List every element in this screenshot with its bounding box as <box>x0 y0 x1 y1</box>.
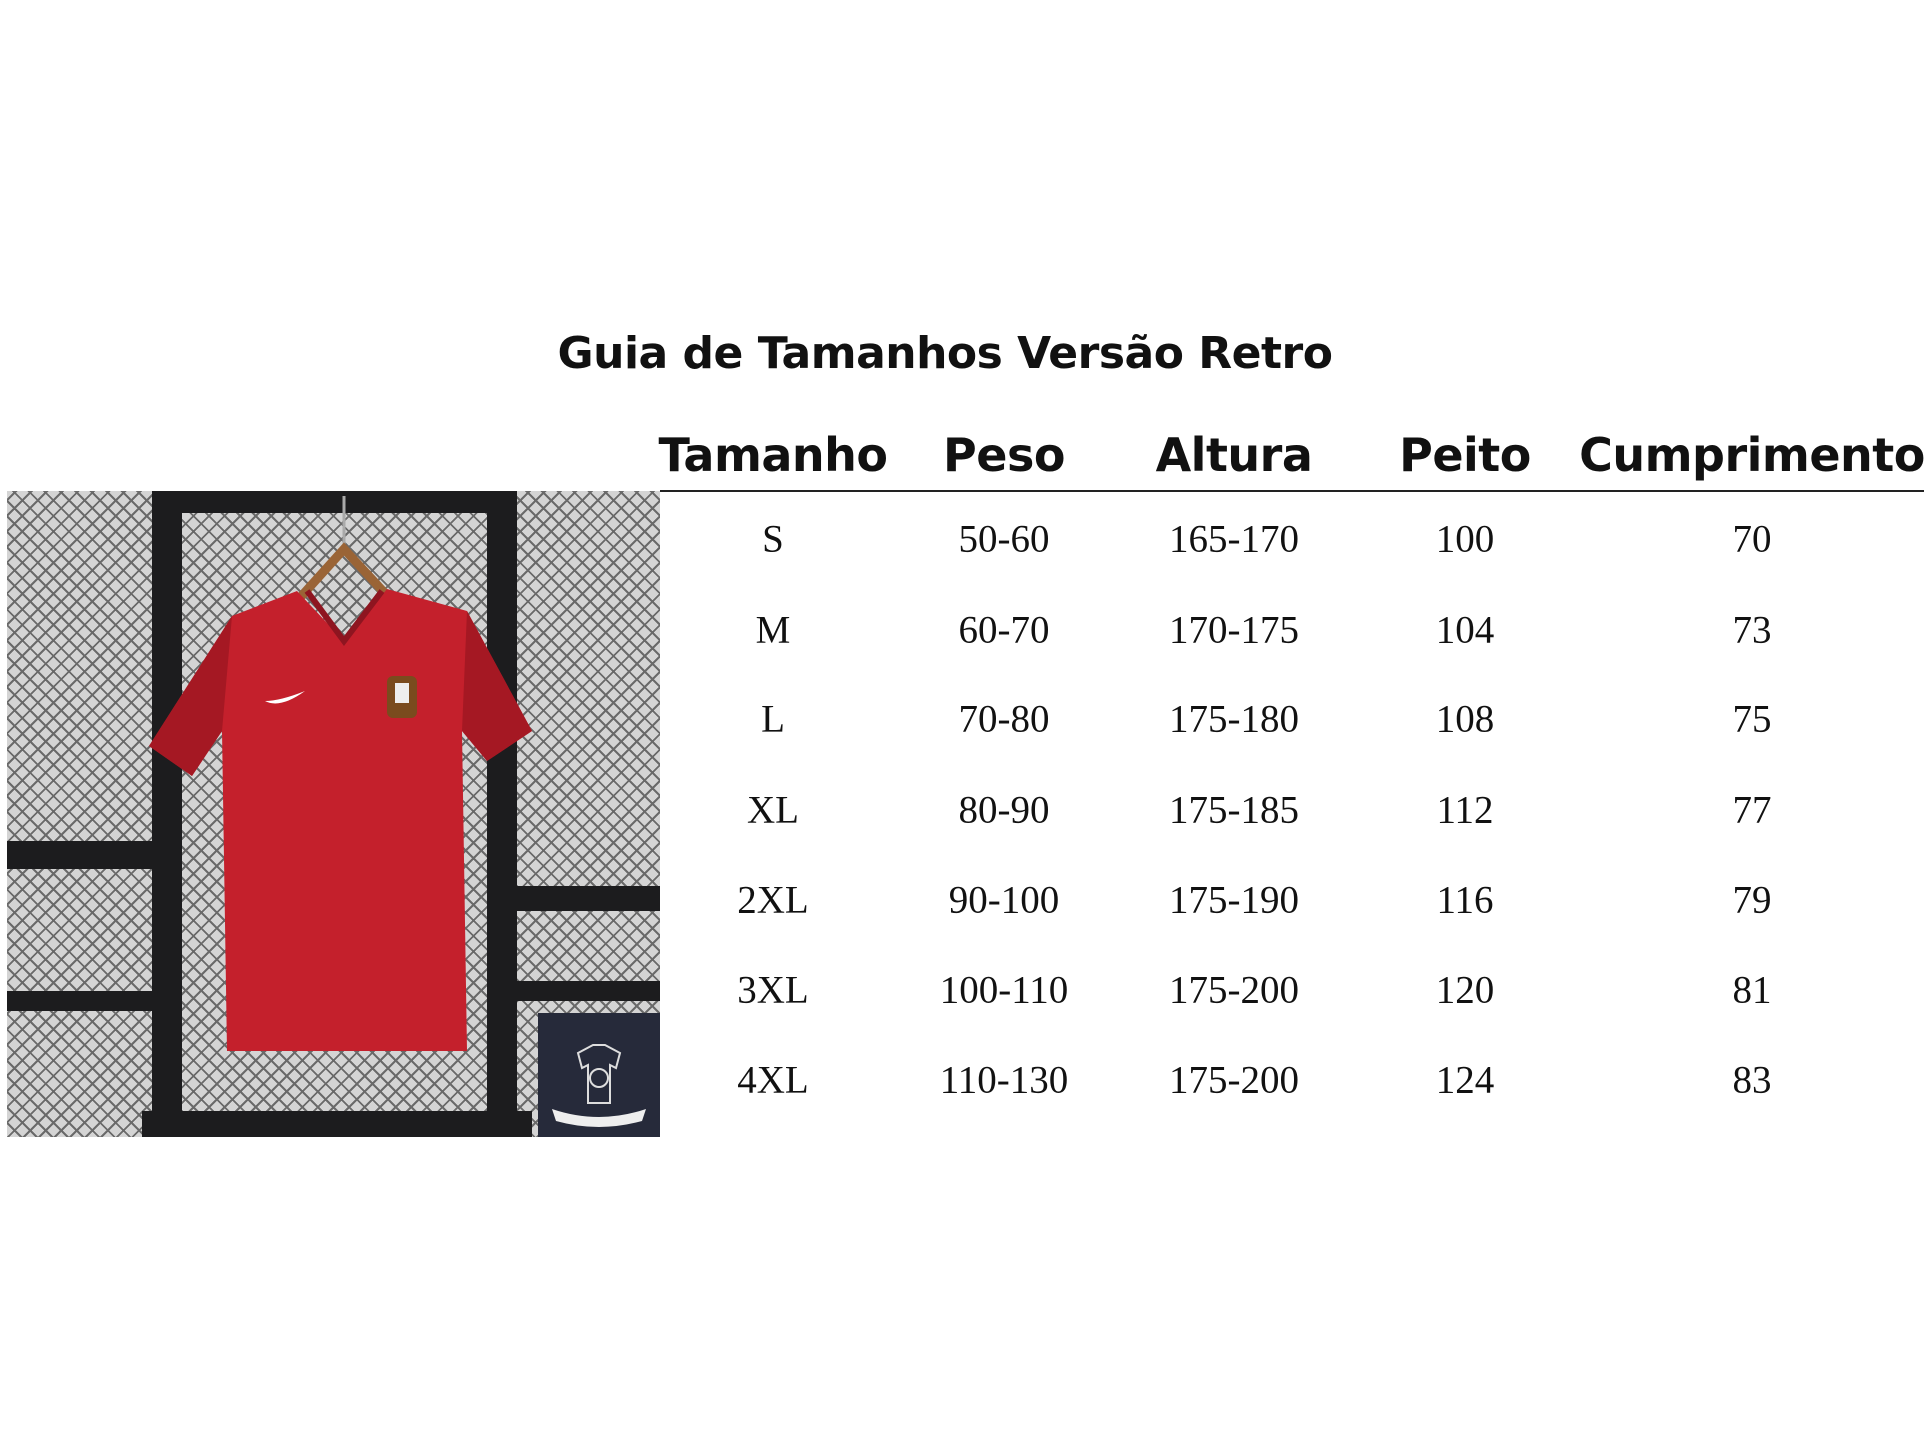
table-cell: 100 <box>1435 517 1495 561</box>
table-cell: L <box>761 697 785 741</box>
column-header-cumprimento: Cumprimento <box>1579 428 1925 482</box>
brand-logo <box>538 1013 660 1137</box>
table-cell: 83 <box>1732 1058 1772 1102</box>
table-cell: 80-90 <box>958 788 1050 832</box>
shirt-logo-icon <box>552 1044 646 1127</box>
table-cell: 2XL <box>737 878 809 922</box>
page-title: Guia de Tamanhos Versão Retro <box>557 328 1333 379</box>
table-cell: XL <box>747 788 799 832</box>
table-cell: 4XL <box>737 1058 809 1102</box>
table-cell: 175-185 <box>1169 788 1299 832</box>
column-header-altura: Altura <box>1155 428 1313 482</box>
table-cell: 73 <box>1732 608 1772 652</box>
table-cell: 50-60 <box>958 517 1050 561</box>
table-cell: 75 <box>1732 697 1772 741</box>
table-cell: 175-200 <box>1169 1058 1299 1102</box>
table-cell: 3XL <box>737 968 809 1012</box>
table-cell: 60-70 <box>958 608 1050 652</box>
table-cell: S <box>762 517 784 561</box>
table-cell: 100-110 <box>939 968 1069 1012</box>
jersey-illustration <box>7 491 660 1137</box>
table-cell: 104 <box>1435 608 1495 652</box>
table-cell: 110-130 <box>939 1058 1069 1102</box>
header-divider <box>660 490 1924 492</box>
column-header-tamanho: Tamanho <box>658 428 888 482</box>
column-header-peito: Peito <box>1399 428 1531 482</box>
table-cell: 175-190 <box>1169 878 1299 922</box>
table-cell: 70-80 <box>958 697 1050 741</box>
column-header-peso: Peso <box>943 428 1065 482</box>
table-cell: 81 <box>1732 968 1772 1012</box>
table-cell: 124 <box>1435 1058 1495 1102</box>
table-cell: 175-180 <box>1169 697 1299 741</box>
table-cell: 108 <box>1435 697 1495 741</box>
product-photo <box>7 491 660 1137</box>
table-cell: 79 <box>1732 878 1772 922</box>
table-cell: 90-100 <box>948 878 1060 922</box>
table-cell: 77 <box>1732 788 1772 832</box>
table-cell: 70 <box>1732 517 1772 561</box>
table-cell: 165-170 <box>1169 517 1299 561</box>
table-cell: 116 <box>1436 878 1494 922</box>
table-cell: 175-200 <box>1169 968 1299 1012</box>
table-cell: 170-175 <box>1169 608 1299 652</box>
table-cell: 120 <box>1435 968 1495 1012</box>
table-cell: 112 <box>1436 788 1494 832</box>
table-cell: M <box>755 608 791 652</box>
